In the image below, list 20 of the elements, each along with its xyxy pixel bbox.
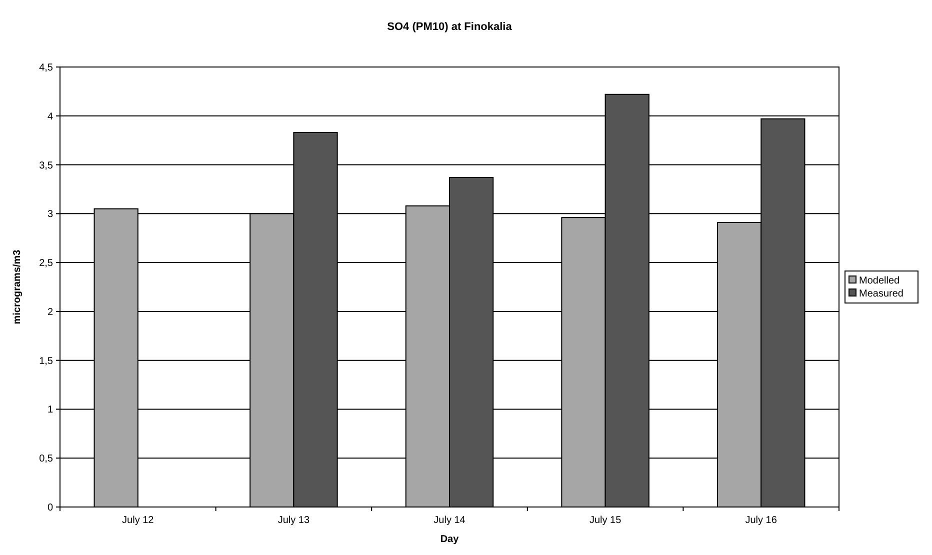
legend-label: Modelled <box>859 276 900 286</box>
x-tick-label: July 14 <box>434 515 466 526</box>
x-tick-label: July 16 <box>745 515 778 526</box>
legend-label: Measured <box>859 288 904 300</box>
y-tick-label: 2,5 <box>39 258 54 270</box>
y-tick-label: 3 <box>47 209 54 220</box>
y-tick-label: 0,5 <box>39 454 54 465</box>
y-tick-label: 4 <box>47 111 54 122</box>
y-tick-label: 0 <box>47 502 54 514</box>
y-tick-label: 3,5 <box>39 160 54 172</box>
x-axis-title: Day <box>440 534 460 545</box>
y-tick-label: 4,5 <box>39 62 54 74</box>
x-tick-label: July 13 <box>278 515 310 526</box>
y-tick-label: 2 <box>47 306 54 318</box>
y-tick-label: 1,5 <box>39 356 54 367</box>
y-axis-title: micrograms/m3 <box>12 249 23 324</box>
x-tick-label: July 15 <box>589 515 622 526</box>
chart-title: SO4 (PM10) at Finokalia <box>387 21 513 33</box>
x-tick-label: July 12 <box>122 515 154 526</box>
y-tick-label: 1 <box>47 404 54 416</box>
